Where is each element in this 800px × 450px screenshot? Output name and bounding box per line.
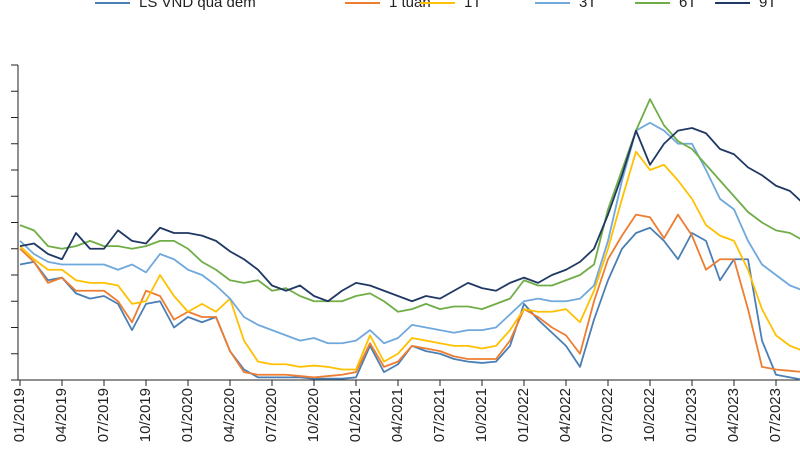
x-tick-label: 01/2022 xyxy=(515,388,532,442)
x-tick-label: 10/2019 xyxy=(137,388,154,442)
legend-label: 1 tuần xyxy=(389,0,431,11)
series-line xyxy=(19,98,800,313)
x-tick-label: 07/2020 xyxy=(263,388,280,442)
series-line xyxy=(19,150,800,371)
x-tick-label: 10/2020 xyxy=(305,388,322,442)
x-tick-label: 04/2021 xyxy=(389,388,406,442)
legend-label: 6T xyxy=(679,0,697,11)
x-tick-label: 04/2020 xyxy=(221,388,238,442)
x-tick-label: 10/2022 xyxy=(641,388,658,442)
legend-label: 3T xyxy=(579,0,597,11)
legend-label: LS VND qua đêm xyxy=(139,0,256,11)
x-tick-label: 07/2023 xyxy=(767,388,784,442)
x-tick-label: 07/2019 xyxy=(95,388,112,442)
legend-label: 9T xyxy=(759,0,777,11)
series-line xyxy=(19,121,800,345)
x-tick-label: 07/2021 xyxy=(431,388,448,442)
x-tick-label: 04/2023 xyxy=(725,388,742,442)
x-tick-label: 04/2019 xyxy=(53,388,70,442)
x-tick-label: 01/2020 xyxy=(179,388,196,442)
x-tick-label: 01/2019 xyxy=(11,388,28,442)
x-tick-label: 01/2021 xyxy=(347,388,364,442)
series-line xyxy=(19,127,800,303)
legend-label: 1T xyxy=(464,0,482,11)
series-line xyxy=(19,226,800,381)
x-tick-label: 07/2022 xyxy=(599,388,616,442)
x-tick-label: 10/2021 xyxy=(473,388,490,442)
series-line xyxy=(19,213,800,379)
x-tick-label: 04/2022 xyxy=(557,388,574,442)
x-tick-label: 01/2023 xyxy=(683,388,700,442)
